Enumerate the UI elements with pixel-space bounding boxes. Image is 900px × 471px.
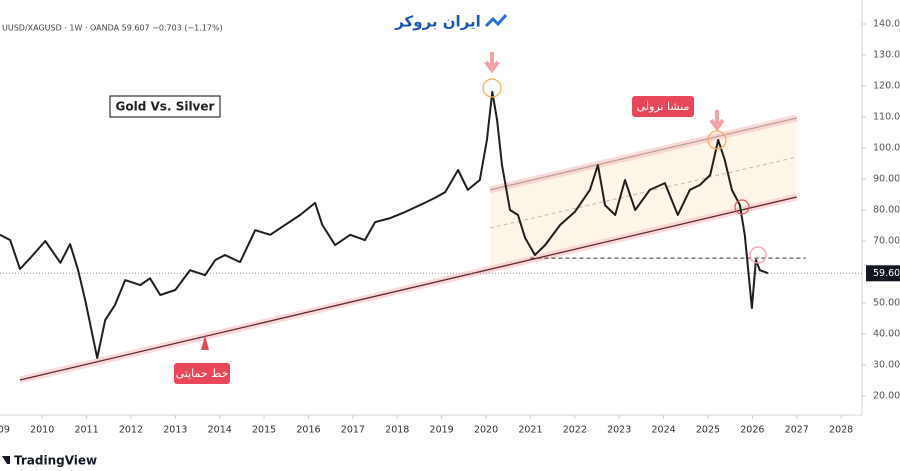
x-tick-label: 2016 xyxy=(296,425,320,436)
x-tick-label: 2010 xyxy=(30,425,54,436)
y-tick-label: 70.00 xyxy=(873,236,900,247)
channel-fill xyxy=(490,117,797,270)
highlights: خط حمایتی منشا نزولی xyxy=(174,52,767,384)
callout-pointer xyxy=(201,335,209,350)
trendline xyxy=(19,196,797,381)
x-tick-label: 2017 xyxy=(341,425,365,436)
chart-title: Gold Vs. Silver xyxy=(116,100,215,114)
price-label-box xyxy=(866,265,900,282)
tradingview-logo: TradingView xyxy=(2,454,97,468)
x-tick-label: 2020 xyxy=(474,425,498,436)
circle-highlight xyxy=(749,246,767,264)
trendline xyxy=(489,117,797,191)
x-tick-label: 2012 xyxy=(119,425,143,436)
y-tick-label: 120.00 xyxy=(873,81,900,92)
x-tick-label: 2009 xyxy=(0,425,10,436)
x-tick-label: 2019 xyxy=(430,425,454,436)
x-tick-label: 2021 xyxy=(518,425,542,436)
circle-highlight xyxy=(482,78,502,98)
y-tick-label: 140.00 xyxy=(873,18,900,29)
arrow xyxy=(484,52,500,74)
x-tick-label: 2024 xyxy=(651,425,675,436)
y-tick-label: 100.00 xyxy=(873,143,900,154)
y-tick-label: 40.00 xyxy=(873,329,900,340)
price-label: 59.60 xyxy=(873,268,900,279)
x-tick-label: 2018 xyxy=(385,425,409,436)
arrow xyxy=(709,110,725,132)
footer-text: TradingView xyxy=(14,454,97,468)
tradingview-icon xyxy=(2,456,10,464)
y-tick-label: 130.00 xyxy=(873,50,900,61)
circle-highlight xyxy=(734,199,750,215)
annotation: منشا نزولی xyxy=(637,100,690,113)
logo: ایران بروکر xyxy=(394,13,508,31)
x-tick-label: 2023 xyxy=(607,425,631,436)
y-tick-label: 30.00 xyxy=(873,360,900,371)
x-tick-label: 2022 xyxy=(563,425,587,436)
plot xyxy=(0,90,862,384)
callout-box xyxy=(174,363,230,384)
y-tick-label: 110.00 xyxy=(873,112,900,123)
logo-icon xyxy=(484,14,508,28)
symbol-header: UUSD/XAGUSD · 1W · OANDA 59.607 −0.703 (… xyxy=(2,24,223,33)
title-box xyxy=(109,95,221,118)
annotation: خط حمایتی xyxy=(176,367,229,380)
x-tick-label: 2026 xyxy=(740,425,764,436)
x-tick-label: 2027 xyxy=(785,425,809,436)
x-tick-label: 2015 xyxy=(252,425,276,436)
callout-box xyxy=(632,96,694,117)
x-tick-label: 2013 xyxy=(163,425,187,436)
x-tick-label: 2014 xyxy=(208,425,232,436)
x-tick-label: 2025 xyxy=(696,425,720,436)
logo-text: ایران بروکر xyxy=(394,13,481,31)
y-tick-label: 80.00 xyxy=(873,205,900,216)
x-tick-label: 2011 xyxy=(74,425,98,436)
circle-highlight xyxy=(707,130,727,150)
y-tick-label: 20.00 xyxy=(873,391,900,402)
y-tick-label: 50.00 xyxy=(873,298,900,309)
price-series xyxy=(0,90,769,359)
y-tick-label: 90.00 xyxy=(873,174,900,185)
trendline xyxy=(489,156,797,229)
x-tick-label: 2028 xyxy=(829,425,853,436)
